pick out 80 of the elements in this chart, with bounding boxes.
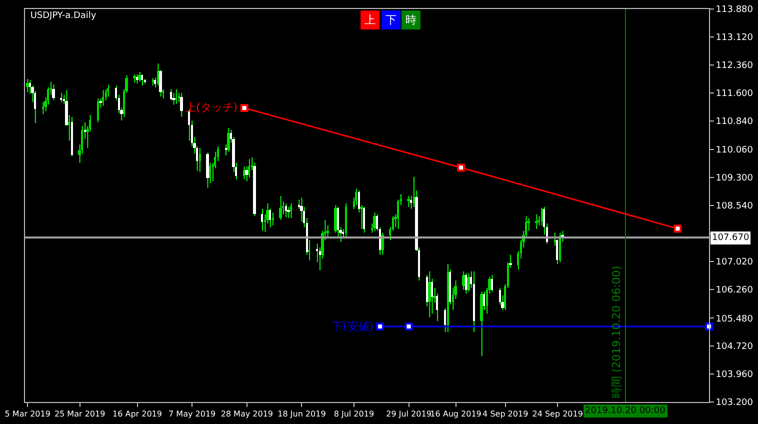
candlestick <box>535 214 538 230</box>
candlestick <box>170 88 172 101</box>
x-tick-label: 16 Apr 2019 <box>112 410 162 419</box>
candlestick <box>136 74 138 84</box>
candlestick <box>138 71 141 82</box>
candlestick <box>462 270 465 290</box>
candlestick <box>102 89 104 106</box>
annotation: 下 <box>386 14 396 26</box>
candlestick <box>227 127 230 152</box>
candlestick <box>141 74 143 86</box>
candlestick <box>52 84 55 101</box>
y-tick-label: 104.720 <box>716 342 754 352</box>
y-tick-label: 105.480 <box>716 314 754 324</box>
y-tick-label: 103.960 <box>716 370 754 380</box>
y-tick-label: 113.880 <box>716 5 754 16</box>
candlestick <box>559 232 561 263</box>
annotation: 上 <box>364 14 376 26</box>
candlestick <box>467 272 470 292</box>
point <box>456 164 465 172</box>
candlestick <box>157 62 159 86</box>
candlestick <box>334 204 337 234</box>
x-tick-label: 16 Aug 2019 <box>430 410 482 419</box>
point <box>674 224 682 233</box>
candlestick <box>180 92 183 118</box>
candlestick <box>287 206 290 219</box>
y-tick-label: 108.540 <box>716 202 754 212</box>
point <box>240 104 248 112</box>
candlestick <box>428 270 431 318</box>
candlestick <box>285 202 287 218</box>
y-tick-label: 110.060 <box>716 146 754 156</box>
x-tick-label: 8 Jul 2019 <box>334 410 374 419</box>
candlestick <box>26 78 29 93</box>
candlestick <box>60 92 62 103</box>
candlestick <box>431 278 433 314</box>
y-tick-label: 109.300 <box>716 174 754 184</box>
y-tick-label: 106.260 <box>716 286 754 296</box>
y-tick-label: 107.020 <box>716 258 754 268</box>
series-label: 下(安値) <box>332 320 374 333</box>
x-tick-label: 7 May 2019 <box>168 410 216 419</box>
candlestick <box>107 84 110 98</box>
candlestick <box>199 148 201 173</box>
candlestick <box>261 208 264 232</box>
candlestick <box>290 202 292 219</box>
candlestick <box>248 158 250 178</box>
ref-line-label: 107.670 <box>712 233 750 243</box>
series-label: 上(タッチ) <box>185 101 238 114</box>
candlestick <box>360 204 363 230</box>
x-tick-label: 18 Jun 2019 <box>278 410 326 419</box>
candlestick <box>243 166 245 180</box>
candlestick <box>97 98 99 123</box>
x-tick-label: 29 Jul 2019 <box>386 410 432 419</box>
point <box>404 322 413 331</box>
x-tick-label: 5 Mar 2019 <box>4 410 50 419</box>
y-tick-label: 111.600 <box>716 89 754 100</box>
x-tick-label: 4 Sep 2019 <box>482 410 528 419</box>
candlestick <box>337 206 339 239</box>
point <box>376 322 384 331</box>
candlestick <box>407 195 410 208</box>
point <box>705 322 713 331</box>
ref-line-label: 2019.10.20 00:00 <box>585 406 666 416</box>
candlestick <box>279 195 282 220</box>
candlestick <box>272 212 274 226</box>
annotation: 時 <box>406 14 416 26</box>
y-tick-label: 112.360 <box>716 61 754 72</box>
x-tick-label: 28 May 2019 <box>220 410 273 419</box>
annotation: 時間 (2019.10.20 06:00) <box>610 266 623 398</box>
candlestick <box>42 102 44 115</box>
candlestick <box>363 206 365 234</box>
candlestick <box>175 88 177 104</box>
candlestick <box>491 274 493 292</box>
x-tick-label: 25 Mar 2019 <box>54 410 106 419</box>
y-tick-label: 110.840 <box>716 117 754 128</box>
candlestick <box>172 92 175 106</box>
candlestick <box>373 212 376 232</box>
x-tick-label: 24 Sep 2019 <box>532 410 583 419</box>
y-tick-label: 113.120 <box>716 33 754 44</box>
y-tick-label: 103.200 <box>716 398 754 408</box>
candlestick <box>206 152 209 188</box>
candlestick <box>465 272 467 294</box>
chart-title: USDJPY-a.Daily <box>30 11 97 22</box>
